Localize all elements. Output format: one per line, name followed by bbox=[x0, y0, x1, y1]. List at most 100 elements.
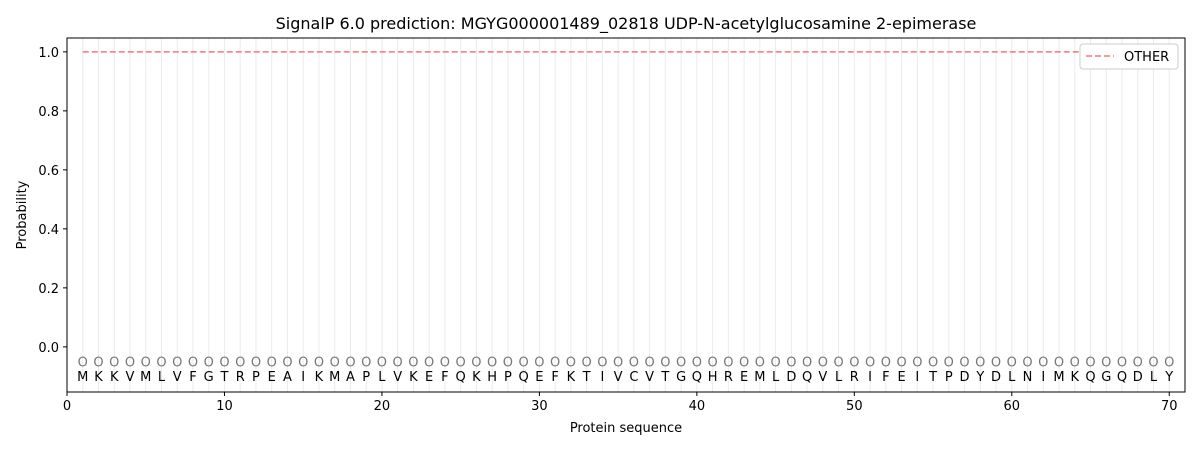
residue-label: F bbox=[882, 370, 889, 385]
residue-label: A bbox=[283, 370, 292, 385]
region-label: O bbox=[1054, 356, 1064, 371]
residue-label: C bbox=[629, 370, 638, 385]
region-label: O bbox=[833, 356, 843, 371]
residue-label: P bbox=[252, 370, 260, 385]
residue-label: V bbox=[126, 370, 135, 385]
residue-label: L bbox=[835, 370, 843, 385]
region-label: O bbox=[975, 356, 985, 371]
residue-label: R bbox=[236, 370, 245, 385]
residue-label: T bbox=[582, 370, 591, 385]
residue-label: K bbox=[94, 370, 103, 385]
region-label: O bbox=[1101, 356, 1111, 371]
residue-label: D bbox=[786, 370, 796, 385]
residue-label: Q bbox=[1085, 370, 1095, 385]
region-label: O bbox=[770, 356, 780, 371]
x-axis-label: Protein sequence bbox=[570, 421, 682, 436]
region-label: O bbox=[1070, 356, 1080, 371]
residue-label: G bbox=[204, 370, 214, 385]
region-label: O bbox=[566, 356, 576, 371]
residue-label: A bbox=[346, 370, 355, 385]
region-label: O bbox=[188, 356, 198, 371]
residue-label: V bbox=[818, 370, 827, 385]
region-label: O bbox=[456, 356, 466, 371]
region-label: O bbox=[707, 356, 717, 371]
region-label: O bbox=[487, 356, 497, 371]
residue-label: K bbox=[1071, 370, 1080, 385]
residue-label: V bbox=[173, 370, 182, 385]
region-label: O bbox=[282, 356, 292, 371]
residue-label: N bbox=[1023, 370, 1033, 385]
residue-label: T bbox=[660, 370, 669, 385]
x-tick-label: 10 bbox=[216, 399, 233, 414]
chart-title: SignalP 6.0 prediction: MGYG000001489_02… bbox=[276, 14, 977, 34]
residue-label: E bbox=[268, 370, 276, 385]
residue-label: I bbox=[868, 370, 872, 385]
residue-label: F bbox=[189, 370, 196, 385]
region-label: O bbox=[912, 356, 922, 371]
residue-label: Q bbox=[692, 370, 702, 385]
residue-label: D bbox=[991, 370, 1001, 385]
region-label: O bbox=[629, 356, 639, 371]
region-label: O bbox=[1164, 356, 1174, 371]
region-label: O bbox=[802, 356, 812, 371]
region-label: O bbox=[503, 356, 513, 371]
x-tick-label: 60 bbox=[1004, 399, 1021, 414]
legend-label-other: OTHER bbox=[1124, 50, 1169, 65]
residue-label: G bbox=[1101, 370, 1111, 385]
region-label: O bbox=[424, 356, 434, 371]
residue-label: L bbox=[772, 370, 780, 385]
region-label: O bbox=[1085, 356, 1095, 371]
region-label: O bbox=[440, 356, 450, 371]
region-label: O bbox=[928, 356, 938, 371]
residue-label: I bbox=[1041, 370, 1045, 385]
x-tick-label: 50 bbox=[846, 399, 863, 414]
residue-label: H bbox=[487, 370, 497, 385]
region-label: O bbox=[172, 356, 182, 371]
y-tick-label: 0.2 bbox=[38, 282, 59, 297]
residue-label: I bbox=[301, 370, 305, 385]
y-tick-label: 1.0 bbox=[38, 46, 59, 61]
x-tick-label: 20 bbox=[374, 399, 391, 414]
residue-label: P bbox=[362, 370, 370, 385]
y-tick-label: 0.4 bbox=[38, 223, 59, 238]
residue-label: R bbox=[724, 370, 733, 385]
residue-label: P bbox=[504, 370, 512, 385]
region-label: O bbox=[786, 356, 796, 371]
region-label: O bbox=[377, 356, 387, 371]
region-label: O bbox=[1133, 356, 1143, 371]
residue-label: T bbox=[219, 370, 228, 385]
region-label: O bbox=[93, 356, 103, 371]
residue-label: K bbox=[567, 370, 576, 385]
residue-label: Q bbox=[456, 370, 466, 385]
region-label: O bbox=[944, 356, 954, 371]
y-tick-label: 0.0 bbox=[38, 341, 59, 356]
region-label: O bbox=[156, 356, 166, 371]
residue-label: L bbox=[378, 370, 386, 385]
region-label: O bbox=[582, 356, 592, 371]
residue-label: E bbox=[535, 370, 543, 385]
region-label: O bbox=[251, 356, 261, 371]
region-label: O bbox=[1007, 356, 1017, 371]
residue-label: I bbox=[600, 370, 604, 385]
residue-label: T bbox=[928, 370, 937, 385]
residue-label: E bbox=[425, 370, 433, 385]
region-label: O bbox=[519, 356, 529, 371]
region-label: O bbox=[818, 356, 828, 371]
residue-label: I bbox=[915, 370, 919, 385]
region-label: O bbox=[471, 356, 481, 371]
region-label: O bbox=[345, 356, 355, 371]
region-label: O bbox=[1117, 356, 1127, 371]
residue-label: L bbox=[1008, 370, 1016, 385]
region-label: O bbox=[235, 356, 245, 371]
x-tick-label: 40 bbox=[689, 399, 706, 414]
residue-label: K bbox=[315, 370, 324, 385]
residue-label: Q bbox=[1117, 370, 1127, 385]
x-tick-label: 70 bbox=[1161, 399, 1178, 414]
region-label: O bbox=[896, 356, 906, 371]
region-label: O bbox=[991, 356, 1001, 371]
region-label: O bbox=[109, 356, 119, 371]
region-label: O bbox=[393, 356, 403, 371]
region-label: O bbox=[1148, 356, 1158, 371]
region-label: O bbox=[739, 356, 749, 371]
residue-label: H bbox=[708, 370, 718, 385]
